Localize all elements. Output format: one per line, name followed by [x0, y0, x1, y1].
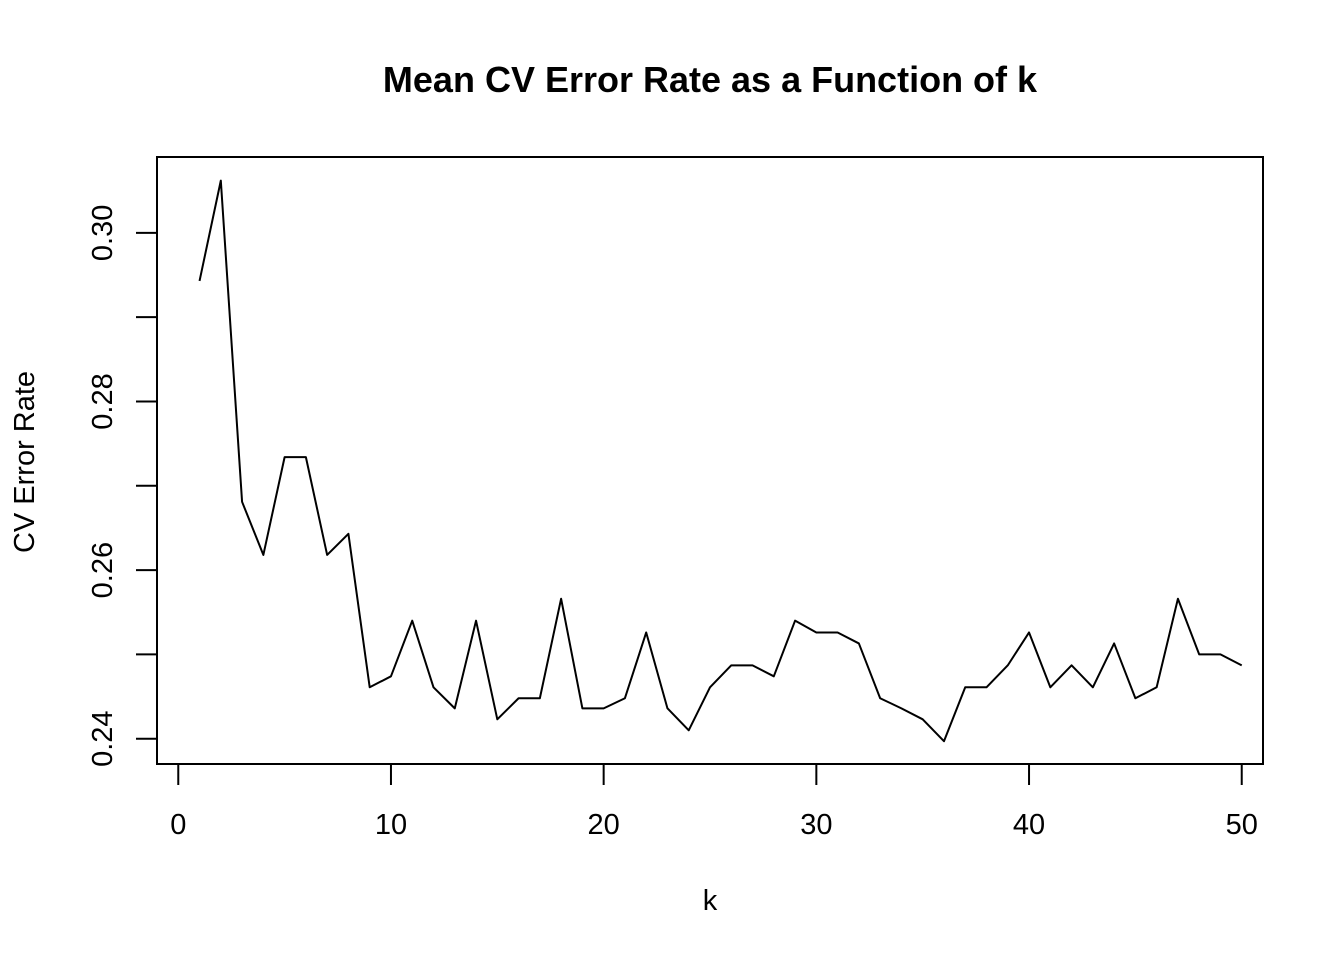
x-tick-label: 50: [1226, 809, 1258, 841]
y-tick-label: 0.28: [87, 373, 119, 429]
y-tick-label: 0.26: [87, 542, 119, 598]
x-axis-label: k: [703, 885, 718, 917]
y-axis: 0.24 0.26 0.28 0.30: [87, 205, 158, 767]
x-tick-label: 10: [375, 809, 407, 841]
y-tick-label: 0.24: [87, 710, 119, 766]
series-line: [198, 179, 1243, 743]
y-axis-label: CV Error Rate: [9, 371, 41, 553]
x-tick-label: 0: [170, 809, 186, 841]
x-tick-label: 20: [588, 809, 620, 841]
plot-frame: [156, 156, 1264, 765]
x-tick-label: 40: [1013, 809, 1045, 841]
x-axis: 0 10 20 30 40 50: [170, 763, 1258, 841]
x-tick-label: 30: [800, 809, 832, 841]
chart-title: Mean CV Error Rate as a Function of k: [383, 59, 1038, 100]
y-tick-label: 0.30: [87, 205, 119, 261]
